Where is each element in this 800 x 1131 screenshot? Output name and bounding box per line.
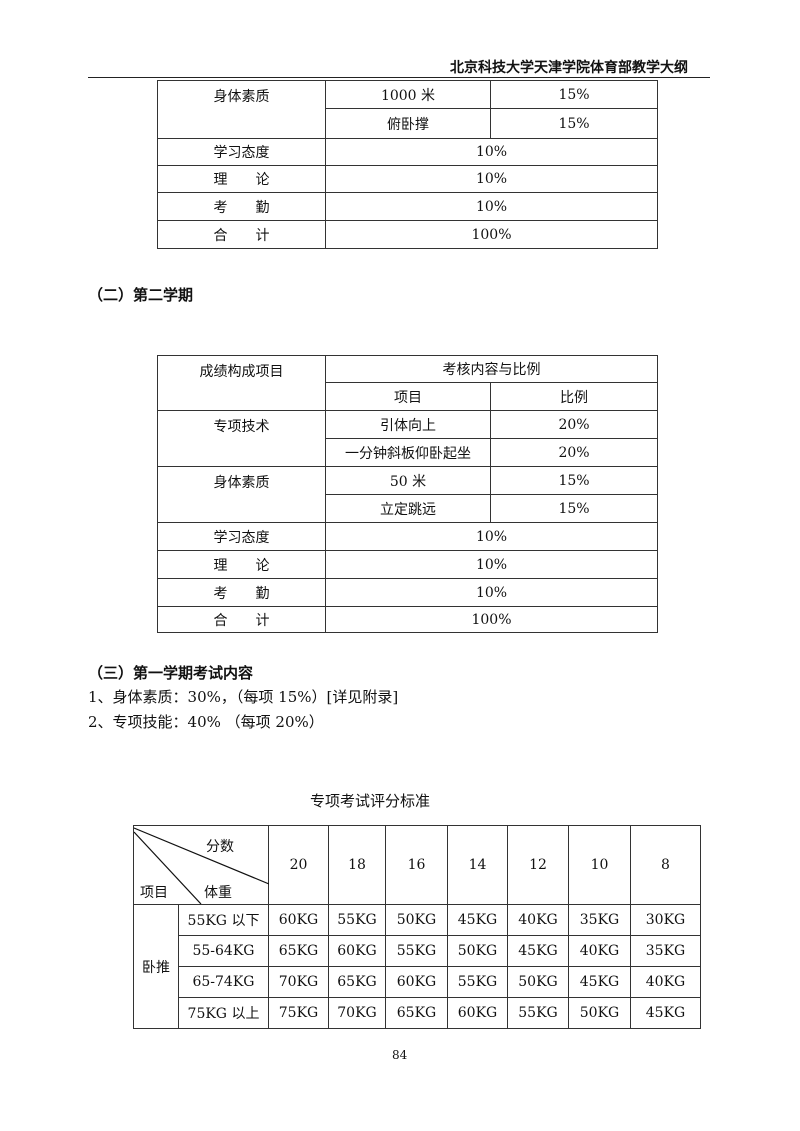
value-cell: 55KG bbox=[385, 935, 448, 967]
value-cell: 55KG bbox=[328, 904, 386, 936]
corner-score-label: 分数 bbox=[206, 839, 234, 855]
value-cell: 35KG bbox=[568, 904, 631, 936]
value-cell: 45KG bbox=[630, 997, 701, 1029]
cell: 10% bbox=[325, 165, 658, 193]
score-header-cell: 18 bbox=[328, 825, 386, 905]
cell: 20% bbox=[490, 438, 658, 467]
cell: 立定跳远 bbox=[325, 494, 491, 523]
value-cell: 50KG bbox=[385, 904, 448, 936]
cell: 理 论 bbox=[157, 165, 326, 193]
cell: 合 计 bbox=[157, 606, 326, 633]
value-cell: 50KG bbox=[507, 966, 569, 998]
cell: 学习态度 bbox=[157, 138, 326, 166]
cell: 15% bbox=[490, 494, 658, 523]
header-cell: 考核内容与比例 bbox=[325, 355, 658, 383]
cell: 考 勤 bbox=[157, 192, 326, 221]
header-cell: 项目 bbox=[325, 382, 491, 411]
cell: 10% bbox=[325, 138, 658, 166]
value-cell: 60KG bbox=[447, 997, 508, 1029]
table-row: 卧推 55KG 以下 60KG 55KG 50KG 45KG 40KG 35KG 30KG bbox=[133, 904, 701, 1029]
value-cell: 45KG bbox=[568, 966, 631, 998]
value-cell: 50KG bbox=[447, 935, 508, 967]
cell: 考 勤 bbox=[157, 578, 326, 607]
cell: 一分钟斜板仰卧起坐 bbox=[325, 438, 491, 467]
table-row: 55-64KG 65KG 60KG 55KG 50KG 45KG 40KG 35KG bbox=[134, 935, 701, 967]
cell: 理 论 bbox=[157, 550, 326, 579]
cell: 15% bbox=[490, 466, 658, 495]
header-cell: 成绩构成项目 bbox=[157, 355, 326, 411]
cell: 引体向上 bbox=[325, 410, 491, 439]
value-cell: 40KG bbox=[568, 935, 631, 967]
table-caption: 专项考试评分标准 bbox=[310, 792, 431, 810]
cell: 10% bbox=[325, 192, 658, 221]
value-cell: 50KG bbox=[568, 997, 631, 1029]
value-cell: 60KG bbox=[385, 966, 448, 998]
value-cell: 30KG bbox=[630, 904, 701, 936]
value-cell: 45KG bbox=[447, 904, 508, 936]
cell: 15% bbox=[490, 80, 658, 109]
cell: 身体素质 bbox=[157, 466, 326, 523]
table-row: 75KG 以上 75KG 70KG 65KG 60KG 55KG 50KG 45KG bbox=[134, 997, 701, 1029]
section-heading: （三）第一学期考试内容 bbox=[88, 664, 254, 682]
weight-cell: 55-64KG bbox=[178, 935, 269, 967]
score-header-cell: 14 bbox=[447, 825, 508, 905]
value-cell: 65KG bbox=[268, 935, 329, 967]
score-header-cell: 20 bbox=[268, 825, 329, 905]
table-row: 65-74KG 70KG 65KG 60KG 55KG 50KG 45KG 40KG bbox=[134, 966, 701, 998]
cell: 身体素质 bbox=[157, 80, 326, 139]
cell: 学习态度 bbox=[157, 522, 326, 551]
paragraph: 2、专项技能：40% （每项 20%） bbox=[88, 713, 324, 731]
cell: 100% bbox=[325, 220, 658, 249]
value-cell: 40KG bbox=[630, 966, 701, 998]
value-cell: 55KG bbox=[447, 966, 508, 998]
value-cell: 65KG bbox=[328, 966, 386, 998]
cell: 50 米 bbox=[325, 466, 491, 495]
value-cell: 45KG bbox=[507, 935, 569, 967]
diagonal-header-cell: 分数 项目 体重 bbox=[133, 825, 269, 905]
cell: 1000 米 bbox=[325, 80, 491, 109]
table-scoring-standard: 分数 项目 体重 20 18 16 14 12 10 8 卧推 55KG 以下 60KG 55KG… bbox=[133, 825, 701, 1029]
cell: 合 计 bbox=[157, 220, 326, 249]
value-cell: 70KG bbox=[268, 966, 329, 998]
value-cell: 35KG bbox=[630, 935, 701, 967]
diagonal-lines bbox=[134, 827, 269, 904]
value-cell: 40KG bbox=[507, 904, 569, 936]
running-header: 北京科技大学天津学院体育部教学大纲 bbox=[450, 60, 688, 76]
header-cell: 比例 bbox=[490, 382, 658, 411]
weight-cell: 65-74KG bbox=[178, 966, 269, 998]
score-header-cell: 12 bbox=[507, 825, 569, 905]
value-cell: 75KG bbox=[268, 997, 329, 1029]
table-semester2: 成绩构成项目 考核内容与比例 项目 比例 专项技术 引体向上 20% 一分钟斜板仰卧起坐… bbox=[157, 355, 658, 633]
score-header-cell: 16 bbox=[385, 825, 448, 905]
event-cell: 卧推 bbox=[133, 904, 179, 1029]
cell: 俯卧撑 bbox=[325, 108, 491, 139]
score-header-cell: 8 bbox=[630, 825, 701, 905]
cell: 20% bbox=[490, 410, 658, 439]
cell: 10% bbox=[325, 578, 658, 607]
page-number: 84 bbox=[392, 1048, 408, 1062]
cell: 10% bbox=[325, 522, 658, 551]
paragraph: 1、身体素质：30%，（每项 15%）[详见附录] bbox=[88, 688, 399, 706]
score-header-cell: 10 bbox=[568, 825, 631, 905]
section-heading: （二）第二学期 bbox=[88, 286, 194, 304]
cell: 专项技术 bbox=[157, 410, 326, 467]
value-cell: 70KG bbox=[328, 997, 386, 1029]
weight-cell: 55KG 以下 bbox=[178, 904, 269, 936]
corner-item-label: 项目 bbox=[140, 885, 168, 901]
value-cell: 60KG bbox=[268, 904, 329, 936]
value-cell: 60KG bbox=[328, 935, 386, 967]
corner-weight-label: 体重 bbox=[204, 885, 232, 901]
cell: 100% bbox=[325, 606, 658, 633]
cell: 15% bbox=[490, 108, 658, 139]
value-cell: 65KG bbox=[385, 997, 448, 1029]
value-cell: 55KG bbox=[507, 997, 569, 1029]
cell: 10% bbox=[325, 550, 658, 579]
weight-cell: 75KG 以上 bbox=[178, 997, 269, 1029]
header-rule bbox=[88, 77, 710, 78]
